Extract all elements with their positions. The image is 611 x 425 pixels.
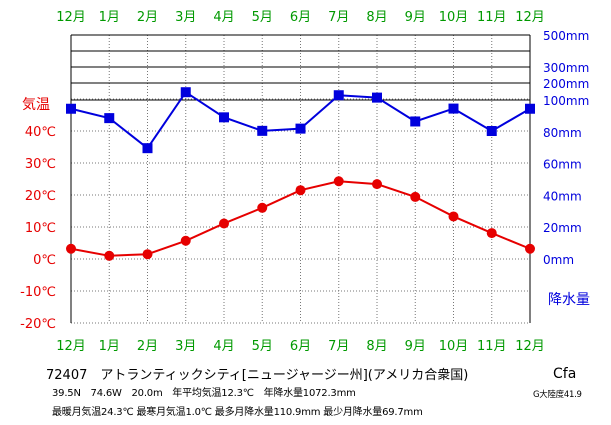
station-stats-line2: 最暖月気温24.3℃ 最寒月気温1.0℃ 最多月降水量110.9mm 最少月降水…	[52, 407, 423, 418]
month-label-bottom: 12月	[515, 339, 545, 354]
precipitation-axis-title: 降水量	[548, 292, 590, 308]
month-label-top: 10月	[439, 10, 469, 25]
precipitation-point	[219, 112, 229, 123]
month-label-top: 9月	[405, 10, 426, 25]
month-label-top: 12月	[56, 10, 86, 25]
precipitation-point	[180, 87, 191, 98]
precipitation-tick-label: 40mm	[543, 189, 582, 203]
month-label-bottom: 4月	[213, 339, 234, 354]
continentality-index: G大陸度41.9	[533, 390, 582, 400]
precipitation-line	[70, 90, 531, 150]
temperature-tick-label: -10℃	[20, 285, 56, 300]
temperature-tick-label: 40℃	[25, 125, 56, 140]
koppen-climate-class: Cfa	[553, 366, 577, 382]
month-label-bottom: 10月	[439, 339, 469, 354]
station-stats-line1: 39.5N 74.6W 20.0m 年平均気温12.3℃ 年降水量1072.3m…	[52, 388, 356, 399]
temperature-tick-label: 20℃	[25, 189, 56, 204]
temperature-point	[333, 176, 344, 187]
month-label-top: 6月	[290, 10, 311, 25]
temperature-point	[142, 249, 153, 260]
temperature-tick-label: 0℃	[33, 253, 56, 268]
precipitation-point	[525, 103, 535, 114]
precipitation-point	[295, 123, 306, 134]
temperature-point	[66, 243, 76, 254]
month-label-top: 4月	[213, 10, 234, 25]
temperature-point	[295, 185, 306, 196]
temperature-point	[448, 211, 459, 222]
precipitation-tick-label: 80mm	[543, 126, 582, 140]
precipitation-point	[372, 92, 382, 103]
month-label-top: 11月	[477, 10, 507, 25]
temperature-tick-label: 10℃	[25, 221, 56, 236]
temperature-point	[525, 243, 535, 254]
precipitation-point	[486, 126, 497, 137]
chart-labels: 12月 12月 1月 1月 2月 2月 3月 3月 4月 4月 5月 5月 6月 6月 7月 7月 8月 8月 9月…	[20, 10, 590, 354]
precipitation-point	[142, 143, 153, 154]
precipitation-tick-label: 100mm	[543, 94, 589, 108]
month-label-bottom: 2月	[137, 339, 158, 354]
month-label-bottom: 7月	[328, 339, 349, 354]
month-label-bottom: 8月	[366, 339, 387, 354]
precipitation-tick-label: 300mm	[543, 61, 589, 75]
chart-series	[66, 87, 535, 261]
precipitation-point	[410, 116, 421, 127]
month-label-top: 8月	[366, 10, 387, 25]
temperature-point	[486, 228, 497, 239]
precipitation-point	[104, 113, 115, 124]
month-label-top: 1月	[99, 10, 120, 25]
precipitation-tick-label: 20mm	[543, 221, 582, 235]
precipitation-point	[333, 90, 344, 101]
temperature-point	[257, 202, 268, 213]
month-label-bottom: 5月	[252, 339, 273, 354]
precipitation-tick-label: 0mm	[543, 253, 574, 267]
temperature-point	[180, 235, 191, 246]
temperature-point	[219, 218, 229, 229]
precipitation-tick-label: 200mm	[543, 77, 589, 91]
chart-grid	[71, 34, 530, 324]
precipitation-tick-label: 500mm	[543, 29, 589, 43]
month-label-top: 7月	[328, 10, 349, 25]
temperature-point	[372, 179, 382, 190]
temperature-point	[410, 191, 421, 202]
precipitation-point	[448, 103, 459, 114]
month-label-bottom: 12月	[56, 339, 86, 354]
month-label-top: 2月	[137, 10, 158, 25]
month-label-top: 5月	[252, 10, 273, 25]
month-label-bottom: 3月	[175, 339, 196, 354]
month-label-bottom: 6月	[290, 339, 311, 354]
month-label-top: 3月	[175, 10, 196, 25]
temperature-tick-label: 30℃	[25, 157, 56, 172]
month-label-bottom: 11月	[477, 339, 507, 354]
month-label-bottom: 9月	[405, 339, 426, 354]
precipitation-point	[257, 125, 268, 136]
temperature-axis-title: 気温	[22, 97, 50, 113]
month-label-bottom: 1月	[99, 339, 120, 354]
precipitation-tick-label: 60mm	[543, 158, 582, 172]
temperature-tick-label: -20℃	[20, 317, 56, 332]
station-name: 72407 アトランティックシティ[ニュージャージー州](アメリカ合衆国)	[46, 368, 469, 383]
temperature-point	[104, 250, 115, 261]
month-label-top: 12月	[515, 10, 545, 25]
chart-axes	[70, 35, 531, 323]
precipitation-point	[66, 103, 76, 114]
